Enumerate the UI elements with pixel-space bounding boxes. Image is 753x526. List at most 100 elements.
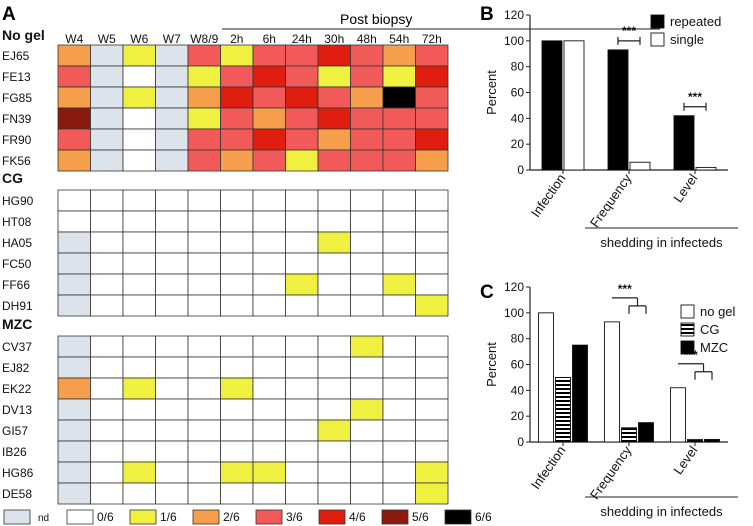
heatmap-cell bbox=[155, 273, 189, 296]
heatmap-cell bbox=[382, 252, 416, 275]
heatmap-cell bbox=[317, 294, 351, 317]
bar-chart-c: C 0 20 40 60 80 100 120 Percent Infection Frequen… bbox=[480, 280, 738, 519]
x-tick-label: Frequency bbox=[587, 443, 635, 502]
legend-label: 5/6 bbox=[412, 510, 429, 524]
heatmap-cell bbox=[155, 294, 189, 317]
legend-label: single bbox=[670, 32, 704, 47]
heatmap-cell bbox=[382, 461, 416, 484]
bar bbox=[629, 161, 651, 171]
heatmap-cell bbox=[415, 440, 449, 463]
heatmap-cell bbox=[382, 231, 416, 254]
heatmap-cell bbox=[220, 86, 254, 109]
heatmap-cell bbox=[252, 231, 286, 254]
heatmap-cell bbox=[350, 210, 384, 233]
heatmap-cell bbox=[155, 335, 189, 358]
heatmap-cell bbox=[155, 231, 189, 254]
heatmap-cell bbox=[350, 252, 384, 275]
heatmap-cell bbox=[382, 356, 416, 379]
heatmap-cell bbox=[155, 252, 189, 275]
legend-swatch bbox=[3, 509, 31, 525]
heatmap-cell bbox=[122, 440, 156, 463]
heatmap-cell bbox=[285, 377, 319, 400]
heatmap-cell bbox=[382, 149, 416, 172]
heatmap-panel: A Post biopsy W4 W5 W6 W7 W8/9 2h 6h 24h 30h 48h 5… bbox=[2, 4, 660, 525]
row-label: HA05 bbox=[2, 236, 32, 250]
heatmap-cell bbox=[350, 107, 384, 130]
x-tick-label: Level bbox=[670, 443, 700, 477]
heatmap-cell bbox=[382, 44, 416, 67]
row-label: FC50 bbox=[2, 257, 32, 271]
bar bbox=[704, 438, 720, 443]
heatmap-cell bbox=[252, 107, 286, 130]
heatmap-cell bbox=[122, 398, 156, 421]
heatmap-cell bbox=[252, 461, 286, 484]
chart-b-plot: 0 20 40 60 80 100 120 Percent Infection Frequency… bbox=[484, 8, 738, 250]
heatmap-cell bbox=[90, 398, 124, 421]
heatmap-cell bbox=[317, 65, 351, 88]
heatmap-cell bbox=[220, 273, 254, 296]
heatmap-cell bbox=[252, 294, 286, 317]
column-header: 2h bbox=[230, 32, 243, 46]
heatmap-cell bbox=[252, 482, 286, 505]
heatmap-cell bbox=[415, 335, 449, 358]
panel-label-b: B bbox=[480, 4, 494, 25]
y-tick-label: 80 bbox=[511, 60, 525, 74]
heatmap-cell bbox=[90, 189, 124, 212]
heatmap-cell bbox=[317, 419, 351, 442]
legend-swatch bbox=[650, 14, 665, 29]
heatmap-cell bbox=[285, 440, 319, 463]
heatmap-cell bbox=[350, 86, 384, 109]
row-label: FK56 bbox=[2, 154, 31, 168]
heatmap-cell bbox=[187, 294, 221, 317]
heatmap-cell bbox=[382, 482, 416, 505]
heatmap-cell bbox=[350, 149, 384, 172]
heatmap-cell bbox=[122, 65, 156, 88]
heatmap-cell bbox=[57, 377, 91, 400]
heatmap-cell bbox=[57, 273, 91, 296]
legend-label: 6/6 bbox=[475, 510, 492, 524]
heatmap-cell bbox=[187, 461, 221, 484]
heatmap-cell bbox=[415, 128, 449, 151]
legend-swatch bbox=[444, 509, 472, 525]
heatmap-cell bbox=[382, 210, 416, 233]
heatmap-cell bbox=[317, 335, 351, 358]
heatmap-cell bbox=[350, 231, 384, 254]
heatmap-cell bbox=[57, 461, 91, 484]
heatmap-cell bbox=[382, 128, 416, 151]
heatmap-cell bbox=[122, 419, 156, 442]
bar bbox=[563, 40, 585, 171]
heatmap-cell bbox=[350, 335, 384, 358]
heatmap-cell bbox=[155, 377, 189, 400]
heatmap-cell bbox=[415, 149, 449, 172]
legend-label: nd bbox=[38, 513, 49, 524]
heatmap-cell bbox=[415, 482, 449, 505]
y-tick-label: 0 bbox=[517, 163, 524, 177]
row-label: DE58 bbox=[2, 487, 32, 501]
heatmap-cell bbox=[415, 86, 449, 109]
heatmap-cell bbox=[57, 65, 91, 88]
heatmap-cell bbox=[252, 252, 286, 275]
heatmap-cell bbox=[187, 273, 221, 296]
heatmap-cell bbox=[90, 149, 124, 172]
y-tick-label: 20 bbox=[511, 137, 525, 151]
significance-label: *** bbox=[622, 24, 636, 38]
heatmap-cell bbox=[220, 65, 254, 88]
column-header: 54h bbox=[389, 32, 409, 46]
bar bbox=[555, 376, 571, 443]
heatmap-group: No gel EJ65 FE13 FG85 FN39 FR90 FK56 bbox=[2, 27, 449, 172]
legend-swatch bbox=[680, 322, 695, 337]
legend-swatch bbox=[192, 509, 220, 525]
heatmap-cell bbox=[317, 189, 351, 212]
y-tick-label: 120 bbox=[504, 8, 524, 22]
heatmap-cell bbox=[252, 65, 286, 88]
heatmap-cell bbox=[350, 440, 384, 463]
heatmap-cell bbox=[350, 128, 384, 151]
row-label: EJ82 bbox=[2, 361, 30, 375]
heatmap-cell bbox=[285, 128, 319, 151]
heatmap-cell bbox=[187, 128, 221, 151]
heatmap-cell bbox=[187, 86, 221, 109]
heatmap-cell bbox=[187, 231, 221, 254]
heatmap-cell bbox=[317, 107, 351, 130]
heatmap-cell bbox=[415, 252, 449, 275]
bar bbox=[670, 387, 686, 443]
